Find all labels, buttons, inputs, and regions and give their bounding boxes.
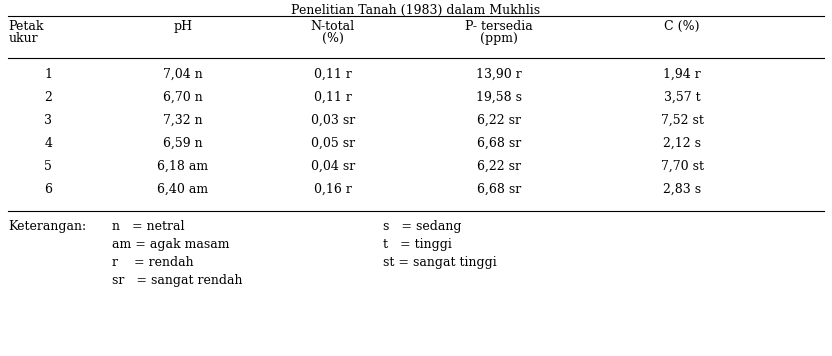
Text: 7,32 n: 7,32 n: [163, 114, 203, 127]
Text: 0,16 r: 0,16 r: [314, 183, 352, 196]
Text: 0,05 sr: 0,05 sr: [310, 137, 355, 150]
Text: r    = rendah: r = rendah: [112, 256, 194, 269]
Text: st = sangat tinggi: st = sangat tinggi: [383, 256, 497, 269]
Text: 7,52 st: 7,52 st: [661, 114, 704, 127]
Text: 6,22 sr: 6,22 sr: [478, 114, 521, 127]
Text: pH: pH: [174, 20, 192, 33]
Text: Petak: Petak: [8, 20, 44, 33]
Text: ukur: ukur: [8, 32, 38, 45]
Text: 6,70 n: 6,70 n: [163, 91, 203, 104]
Text: 2,12 s: 2,12 s: [663, 137, 701, 150]
Text: 3: 3: [44, 114, 52, 127]
Text: 1,94 r: 1,94 r: [663, 68, 701, 81]
Text: n   = netral: n = netral: [112, 220, 185, 233]
Text: 6,18 am: 6,18 am: [157, 160, 209, 173]
Text: 0,03 sr: 0,03 sr: [310, 114, 355, 127]
Text: 4: 4: [44, 137, 52, 150]
Text: 6,59 n: 6,59 n: [163, 137, 203, 150]
Text: Penelitian Tanah (1983) dalam Mukhlis: Penelitian Tanah (1983) dalam Mukhlis: [291, 4, 541, 17]
Text: 6: 6: [44, 183, 52, 196]
Text: 0,11 r: 0,11 r: [314, 68, 352, 81]
Text: 7,70 st: 7,70 st: [661, 160, 704, 173]
Text: Keterangan:: Keterangan:: [8, 220, 87, 233]
Text: P- tersedia: P- tersedia: [465, 20, 533, 33]
Text: (ppm): (ppm): [480, 32, 518, 45]
Text: 6,40 am: 6,40 am: [157, 183, 209, 196]
Text: N-total: N-total: [310, 20, 355, 33]
Text: 6,22 sr: 6,22 sr: [478, 160, 521, 173]
Text: 2: 2: [44, 91, 52, 104]
Text: 5: 5: [44, 160, 52, 173]
Text: 0,04 sr: 0,04 sr: [310, 160, 355, 173]
Text: sr   = sangat rendah: sr = sangat rendah: [112, 274, 243, 287]
Text: t   = tinggi: t = tinggi: [383, 238, 452, 251]
Text: 6,68 sr: 6,68 sr: [477, 183, 522, 196]
Text: 3,57 t: 3,57 t: [664, 91, 701, 104]
Text: 19,58 s: 19,58 s: [476, 91, 522, 104]
Text: 1: 1: [44, 68, 52, 81]
Text: (%): (%): [322, 32, 344, 45]
Text: 2,83 s: 2,83 s: [663, 183, 701, 196]
Text: 13,90 r: 13,90 r: [477, 68, 522, 81]
Text: 0,11 r: 0,11 r: [314, 91, 352, 104]
Text: 6,68 sr: 6,68 sr: [477, 137, 522, 150]
Text: 7,04 n: 7,04 n: [163, 68, 203, 81]
Text: s   = sedang: s = sedang: [383, 220, 461, 233]
Text: C (%): C (%): [665, 20, 700, 33]
Text: am = agak masam: am = agak masam: [112, 238, 230, 251]
